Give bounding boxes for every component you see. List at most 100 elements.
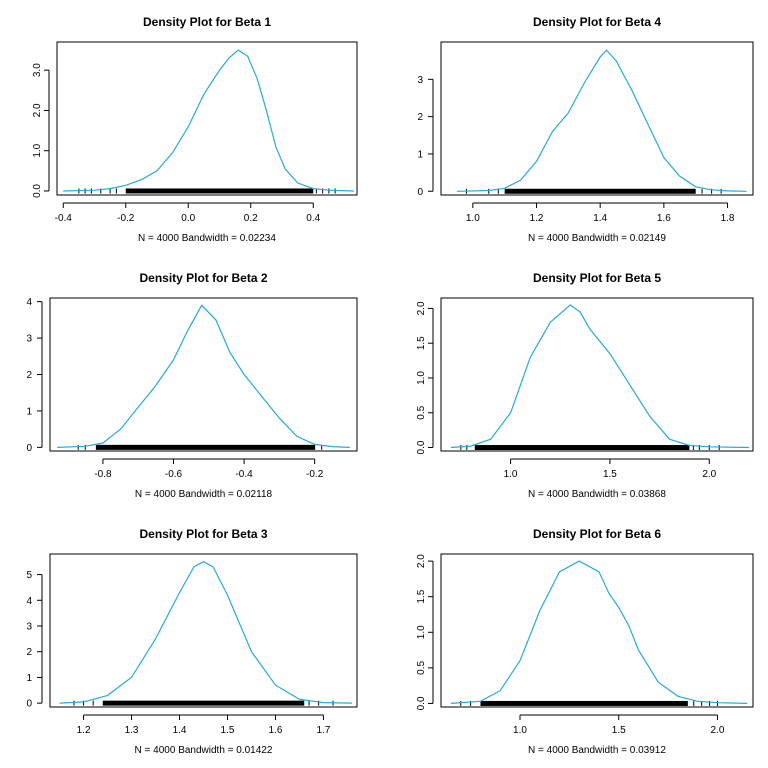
plot-frame [56,41,358,196]
rug-marks [465,188,722,194]
plot-title: Density Plot for Beta 4 [533,15,661,29]
y-axis: 0 1 2 3 [417,75,434,198]
rug-dense-band [125,188,314,194]
x-tick-label: 1.0 [466,213,480,224]
x-tick-label: -0.2 [117,213,135,224]
x-tick-label: 1.0 [513,725,527,736]
x-tick-label: 0.4 [306,213,320,224]
y-tick-label: 0 [26,443,32,454]
density-curve [450,560,748,704]
y-axis: 0 1 2 3 4 [26,297,43,454]
y-tick-label: 0.0 [32,184,43,198]
x-tick-label: 0.0 [181,213,195,224]
y-tick-label: 1.5 [416,336,427,350]
rug-marks [460,445,720,451]
plot-title: Density Plot for Beta 2 [139,271,267,285]
x-tick-label: 1.7 [316,725,330,736]
rug-marks [78,188,336,194]
rug-dense-band [102,700,305,706]
y-tick-label: 0.0 [416,696,427,710]
y-tick-label: 2.0 [32,103,43,117]
rug-dense-band [480,700,688,706]
x-axis-label: N = 4000 Bandwidth = 0.02234 [138,233,276,244]
rug-dense-band [504,188,696,194]
y-tick-label: 3 [26,622,32,633]
density-plot-beta-4: Density Plot for Beta 5 1.0 1.5 2.0 0.0 0.5 1.… [416,271,754,500]
x-tick-label: 1.4 [173,725,187,736]
rug-marks [77,444,323,450]
x-tick-label: 1.8 [721,213,735,224]
x-axis-label: N = 4000 Bandwidth = 0.01422 [135,745,273,756]
y-tick-label: 1.0 [32,143,43,157]
plot-title: Density Plot for Beta 6 [533,527,661,541]
x-tick-label: 1.6 [657,213,671,224]
x-axis-label: N = 4000 Bandwidth = 0.02149 [528,233,666,244]
plot-frame [49,297,358,452]
y-tick-label: 2 [26,370,32,381]
y-tick-label: 1 [26,673,32,684]
x-tick-label: 0.2 [244,213,258,224]
y-tick-label: 0.5 [416,660,427,674]
y-tick-label: 1 [26,406,32,417]
y-tick-label: 2 [417,112,423,123]
x-axis: 1.0 1.5 2.0 [513,714,725,736]
x-axis-label: N = 4000 Bandwidth = 0.03912 [528,745,666,756]
density-curve [456,49,747,192]
plot-frame [440,553,754,708]
density-curve [59,561,353,704]
x-tick-label: -0.8 [94,469,112,480]
y-tick-label: 3 [26,334,32,345]
density-plot-beta-5: Density Plot for Beta 31.2 1.3 1.4 1.5 1.6 1.… [26,527,358,756]
x-tick-label: -0.2 [306,469,324,480]
y-axis: 0.0 0.5 1.0 1.5 2.0 [416,554,434,710]
x-axis: -0.4 -0.2 0.0 0.2 0.4 [55,202,321,224]
x-tick-label: 1.3 [125,725,139,736]
plot-title: Density Plot for Beta 1 [143,15,271,29]
y-tick-label: 1 [417,149,423,160]
x-tick-label: 2.0 [702,469,716,480]
x-tick-label: -0.6 [165,469,183,480]
y-tick-label: 1.0 [416,371,427,385]
y-tick-label: 4 [26,596,32,607]
x-tick-label: 1.4 [593,213,607,224]
x-tick-label: 1.0 [504,469,518,480]
density-curve [63,49,354,192]
plot-title: Density Plot for Beta 3 [139,527,267,541]
y-tick-label: 3 [417,75,423,86]
x-tick-label: 1.5 [221,725,235,736]
rug-dense-band [95,444,315,450]
x-axis: 1.2 1.3 1.4 1.5 1.6 1.7 [77,714,331,736]
y-tick-label: 2 [26,647,32,658]
density-plot-beta-3: Density Plot for Beta 2 -0.8 -0.6 -0.4 -0.2 0… [26,271,358,500]
x-axis: -0.8 -0.6 -0.4 -0.2 [94,458,324,480]
y-tick-label: 2.0 [416,301,427,315]
y-axis: 0.0 1.0 2.0 3.0 [32,63,50,198]
y-tick-label: 0.5 [416,405,427,419]
y-tick-label: 1.5 [416,589,427,603]
y-axis: 0.0 0.5 1.0 1.5 2.0 [416,301,434,454]
y-tick-label: 0 [26,699,32,710]
y-tick-label: 4 [26,297,32,308]
x-axis-label: N = 4000 Bandwidth = 0.02118 [135,489,273,500]
rug-marks [460,700,718,706]
plot-title: Density Plot for Beta 5 [533,271,661,285]
x-axis: 1.0 1.5 2.0 [504,458,717,480]
x-tick-label: -0.4 [235,469,253,480]
y-tick-label: 1.0 [416,625,427,639]
density-plot-beta-2: Density Plot for Beta 4 1.0 1.2 1.4 1.6 1.8 0 1… [417,15,754,244]
x-tick-label: -0.4 [55,213,73,224]
density-plot-beta-1: Density Plot for Beta 1 -0.4 -0.2 0.0 0.2 0.4… [32,15,358,244]
y-tick-label: 3.0 [32,63,43,77]
rug-marks [73,700,334,706]
x-axis-label: N = 4000 Bandwidth = 0.03868 [528,489,666,500]
x-tick-label: 1.2 [77,725,91,736]
plot-frame [440,41,754,196]
x-tick-label: 1.2 [530,213,544,224]
y-tick-label: 0.0 [416,440,427,454]
y-tick-label: 2.0 [416,554,427,568]
y-tick-label: 5 [26,570,32,581]
x-tick-label: 1.5 [603,469,617,480]
plot-frame [49,553,358,708]
density-plot-beta-6: Density Plot for Beta 6 1.0 1.5 2.0 0.0 0.5 1.… [416,527,754,756]
